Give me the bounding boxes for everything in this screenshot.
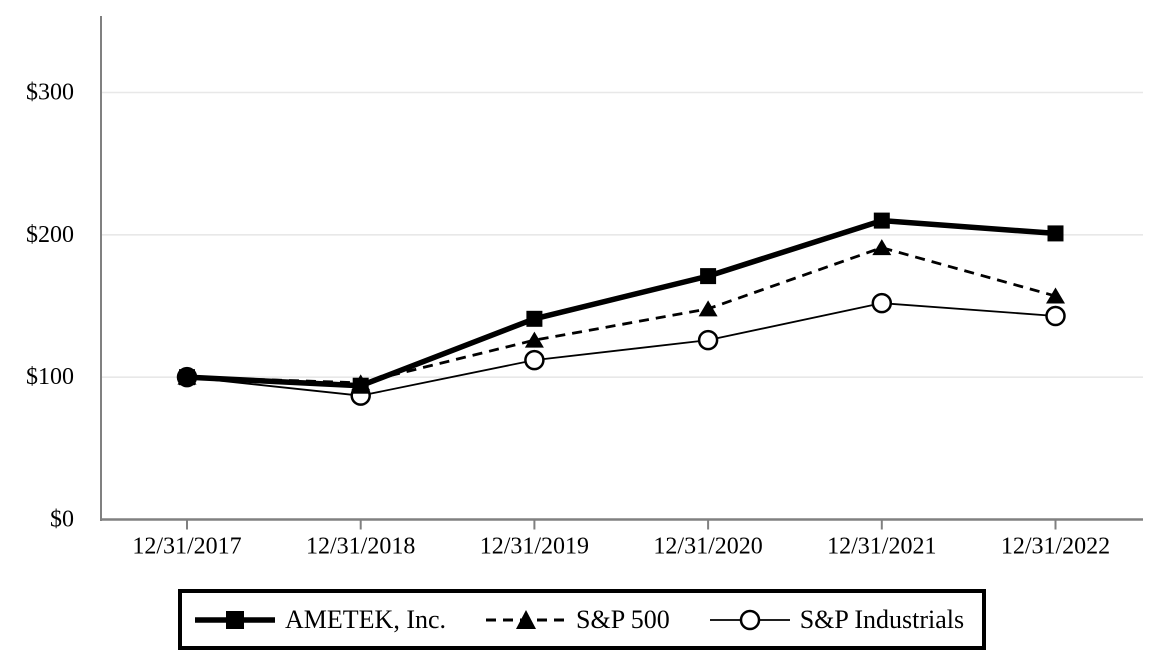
legend-label-sp500: S&P 500 xyxy=(576,604,670,634)
legend-label-ametek: AMETEK, Inc. xyxy=(285,604,447,634)
y-axis-tick-label: $200 xyxy=(26,222,74,248)
x-axis-tick-label: 12/31/2020 xyxy=(653,534,762,560)
y-axis-tick-label: $100 xyxy=(26,364,74,390)
series-line xyxy=(186,246,1056,385)
legend-item-sp-industrials: S&P Industrials xyxy=(709,604,965,634)
legend-item-ametek: AMETEK, Inc. xyxy=(195,604,447,634)
y-axis-tick-label: $0 xyxy=(50,507,74,533)
series-line xyxy=(186,217,1056,389)
y-axis-tick-label: $300 xyxy=(26,80,74,106)
x-axis-tick-label: 12/31/2019 xyxy=(480,534,589,560)
thick-line-square-marker-icon xyxy=(195,610,275,629)
series-line xyxy=(186,302,1056,397)
chart-legend: AMETEK, Inc. S&P 500 S&P Industrials xyxy=(178,589,986,650)
legend-item-sp500: S&P 500 xyxy=(486,604,670,634)
x-axis-tick-label: 12/31/2021 xyxy=(827,534,936,560)
thin-line-circle-marker-icon xyxy=(709,609,790,630)
x-axis-tick-label: 12/31/2017 xyxy=(132,534,241,560)
x-axis-tick-label: 12/31/2018 xyxy=(306,534,415,560)
dashed-line-triangle-marker-icon xyxy=(486,609,567,629)
x-axis-tick-label: 12/31/2022 xyxy=(1001,534,1110,560)
legend-label-sp-industrials: S&P Industrials xyxy=(799,604,965,634)
